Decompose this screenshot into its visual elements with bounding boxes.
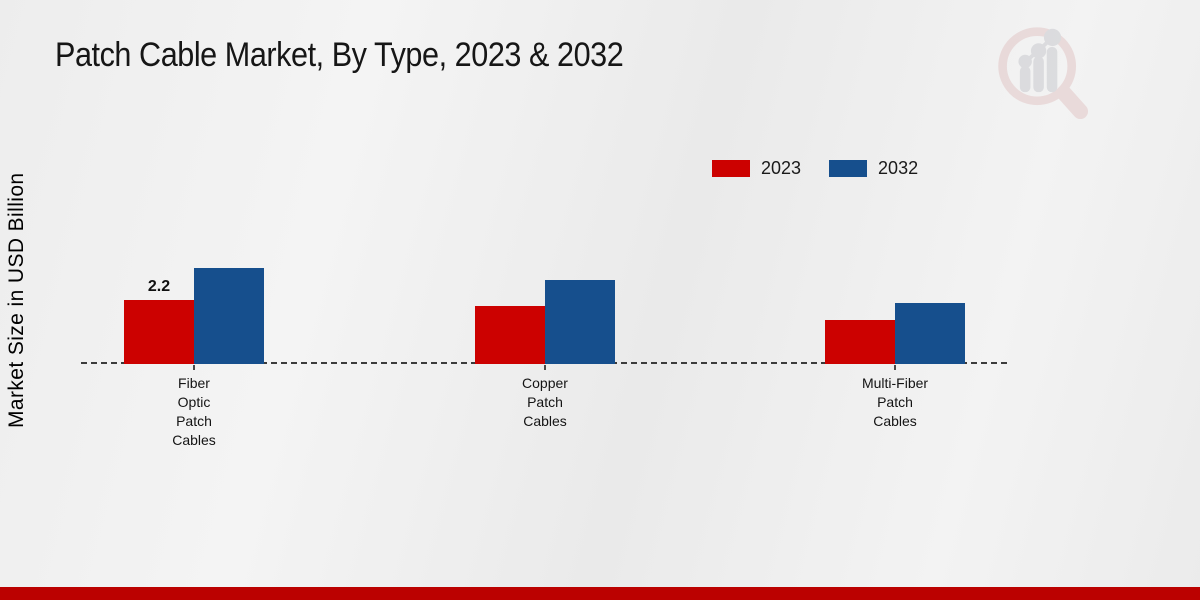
- legend-item-2023: 2023: [712, 158, 801, 179]
- x-axis-tick: [544, 365, 546, 370]
- x-axis-tick: [193, 365, 195, 370]
- category-label: Fiber Optic Patch Cables: [172, 375, 216, 448]
- legend-item-2032: 2032: [829, 158, 918, 179]
- legend-swatch-icon: [712, 160, 750, 177]
- legend-label: 2032: [878, 158, 919, 178]
- bar-2023-fiber-optic-patch-cables: [124, 300, 194, 364]
- legend: 2023 2032: [712, 158, 918, 179]
- magnifier-bar-chart-logo-icon: [998, 27, 1089, 120]
- bar-2032-fiber-optic-patch-cables: [194, 268, 264, 364]
- chart-title: Patch Cable Market, By Type, 2023 & 2032: [55, 36, 624, 74]
- bar-2032-copper-patch-cables: [545, 280, 615, 364]
- category-label: Copper Patch Cables: [522, 375, 568, 429]
- legend-swatch-icon: [829, 160, 868, 177]
- legend-label: 2023: [761, 158, 802, 178]
- bar-2023-multi-fiber-patch-cables: [825, 320, 895, 364]
- category-label: Multi-Fiber Patch Cables: [861, 375, 929, 429]
- footer-stripe: [0, 587, 1200, 600]
- x-axis-tick: [894, 365, 896, 370]
- bar-2023-copper-patch-cables: [475, 306, 545, 364]
- bar-value-label: 2.2: [147, 278, 171, 295]
- bar-2032-multi-fiber-patch-cables: [895, 303, 965, 364]
